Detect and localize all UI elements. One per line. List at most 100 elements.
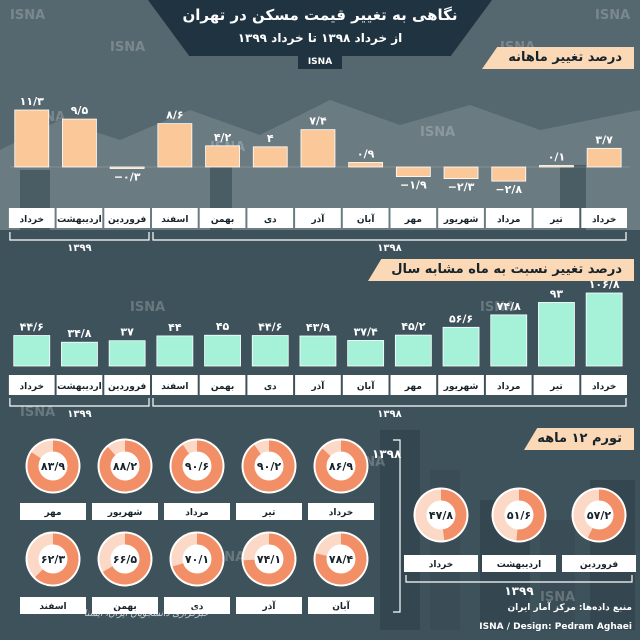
monthly-month-cell — [104, 208, 150, 228]
inflation-1398-ring-center — [183, 545, 211, 573]
monthly-month-cell — [295, 208, 341, 228]
monthly-data-label: ۹/۵ — [71, 104, 89, 117]
yearly-month-cell — [199, 375, 246, 395]
monthly-year-label: ۱۳۹۹ — [67, 243, 91, 254]
monthly-data-label: ۰/۱ — [548, 151, 565, 164]
yearly-year-label: ۱۳۹۹ — [67, 409, 91, 420]
inflation-1398-month-cell — [92, 597, 158, 614]
monthly-month-label: اردیبهشت — [57, 215, 102, 225]
watermark: ISNA — [130, 300, 166, 315]
yearly-bar — [204, 334, 241, 367]
monthly-data-label: ۴ — [267, 132, 274, 145]
monthly-change-chart: ۳/۷ ۰/۱ −۲/۸ −۲/۳ −۱/۹ ۰/۹ ۷/۴ ۴ ۴/۲ ۸/۶ −۰/۳ ۹/۵ ۱۱… — [8, 95, 630, 254]
yearly-month-cell — [295, 375, 341, 395]
inflation-1398-ring-center — [39, 452, 67, 480]
inflation-1398-month-cell — [164, 503, 230, 520]
inflation-1398-month-cell — [308, 503, 374, 520]
inflation-1399-ring-label: ۴۷/۸ — [429, 509, 453, 522]
yearly-data-label: ۴۴/۶ — [20, 321, 44, 334]
watermark: ISNA — [10, 8, 46, 23]
inflation-1399-month-cell — [404, 555, 478, 572]
monthly-data-label: −۲/۸ — [495, 183, 522, 196]
yearly-month-cell — [152, 375, 198, 395]
inflation-1398-ring-center — [183, 452, 211, 480]
monthly-month-cell — [152, 208, 198, 228]
yearly-data-label: ۴۴ — [168, 321, 182, 334]
page-title: نگاهی به تغییر قیمت مسکن در تهران — [182, 6, 458, 24]
yearly-bar — [538, 302, 575, 367]
yearly-data-label: ۳۷ — [120, 326, 134, 339]
monthly-bar — [62, 118, 97, 168]
monthly-bar — [348, 162, 384, 168]
inflation-1398-ring-value — [99, 440, 151, 492]
yearly-bar — [442, 326, 480, 367]
monthly-month-label: تیر — [549, 215, 563, 225]
monthly-month-cell — [342, 208, 389, 228]
inflation-1399-ring-center — [505, 501, 533, 529]
monthly-month-cell — [390, 208, 437, 228]
yearly-bar — [394, 334, 432, 367]
monthly-data-label: −۲/۳ — [448, 181, 475, 194]
inflation-1398-bracket — [393, 439, 401, 613]
inflation-1398-year: ۱۳۹۸ — [372, 447, 402, 461]
yearly-bar — [156, 335, 194, 367]
yearly-month-cell — [485, 375, 532, 395]
inflation-1399-month-cell — [562, 555, 636, 572]
inflation-1399-ring-value — [493, 489, 545, 541]
isna-badge: ISNA — [298, 55, 342, 69]
monthly-month-cell — [485, 208, 532, 228]
inflation-1398-month-cell — [20, 597, 86, 614]
inflation-1398-ring-label: ۸۸/۲ — [113, 460, 137, 473]
yearly-month-label: دی — [264, 382, 277, 392]
monthly-month-cell — [199, 208, 246, 228]
yearly-data-label: ۹۳ — [550, 287, 564, 300]
monthly-month-label: اسفند — [161, 215, 188, 225]
watermark: ISNA — [110, 40, 146, 55]
yearly-bar — [585, 292, 623, 367]
inflation-1398-ring-center — [39, 545, 67, 573]
source-note: منبع داده‌ها: مرکز آمار ایران — [507, 603, 632, 613]
inflation-1398-ring-value — [315, 440, 367, 492]
monthly-data-label: −۱/۹ — [400, 179, 427, 192]
inflation-1398-ring-label: ۷۴/۱ — [257, 553, 281, 566]
yearly-change-chart: ۱۰۶/۸ ۹۳ ۷۴/۸ ۵۶/۶ ۴۵/۲ ۳۷/۴ ۴۳/۹ ۴۴/۶ ۴۵ ۴۴ ۳۷ ۳۴/… — [8, 278, 627, 420]
monthly-year-bracket — [9, 232, 150, 241]
yearly-month-cell — [342, 375, 389, 395]
monthly-bar — [586, 147, 622, 168]
yearly-month-label: شهریور — [443, 382, 479, 392]
yearly-month-cell — [438, 375, 484, 395]
yearly-year-bracket — [9, 398, 150, 407]
monthly-data-label: ۱۱/۳ — [20, 95, 44, 108]
inflation-1398-ring-value — [27, 533, 79, 585]
yearly-bar — [347, 340, 385, 367]
inflation-1399-bracket — [405, 575, 633, 583]
inflation-1398-month-cell — [236, 597, 302, 614]
inflation-1399-ring-label: ۵۱/۶ — [507, 509, 531, 522]
yearly-bar — [108, 340, 146, 367]
yearly-month-label: اسفند — [161, 382, 188, 392]
inflation-1398-month-label: آذر — [262, 600, 277, 612]
inflation-1398-month-cell — [308, 597, 374, 614]
yearly-month-strip: خرداد تیر مرداد شهریور مهر آبان آذر دی بهمن اسفند… — [8, 375, 627, 395]
inflation-1398-month-cell — [20, 503, 86, 520]
monthly-month-label: بهمن — [211, 215, 234, 225]
inflation-1398-month-label: شهریور — [107, 508, 143, 518]
inflation-1398-ring-center — [255, 452, 283, 480]
inflation-1398-ring-label: ۹۰/۲ — [257, 460, 281, 473]
inflation-1398-ring-center — [111, 452, 139, 480]
monthly-month-strip: خرداد تیر مرداد شهریور مهر آبان آذر دی بهمن اسفند… — [8, 208, 627, 228]
monthly-data-label: ۰/۹ — [357, 147, 375, 160]
yearly-month-cell — [56, 375, 103, 395]
inflation-1398-ring-label: ۶۶/۵ — [113, 553, 137, 566]
inflation-1399-ring-center — [427, 501, 455, 529]
inflation-1398-ring-value — [243, 533, 295, 585]
monthly-bar — [252, 146, 288, 168]
monthly-bar — [491, 166, 527, 182]
monthly-month-cell — [247, 208, 294, 228]
monthly-bar — [14, 109, 50, 168]
yearly-month-label: اردیبهشت — [57, 382, 102, 392]
monthly-month-label: آبان — [357, 213, 375, 225]
yearly-month-label: خرداد — [592, 382, 616, 392]
yearly-month-cell — [8, 375, 55, 395]
